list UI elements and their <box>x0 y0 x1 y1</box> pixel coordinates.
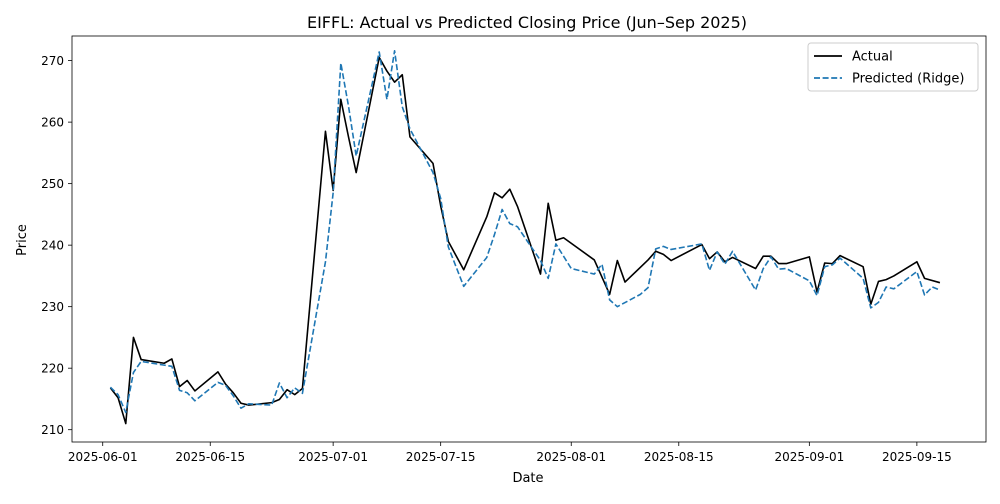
series-line-actual <box>109 56 941 425</box>
x-tick-label: 2025-08-15 <box>644 450 714 464</box>
legend-label: Predicted (Ridge) <box>852 72 964 87</box>
plot-frame <box>71 35 987 443</box>
legend-box <box>807 42 979 92</box>
x-tick-label: 2025-06-15 <box>175 450 245 464</box>
x-tick-label: 2025-06-01 <box>68 450 138 464</box>
y-axis-label: Price <box>15 224 30 256</box>
series-line-predicted <box>109 49 941 414</box>
y-tick-label: 220 <box>41 362 64 376</box>
x-tick-label: 2025-08-01 <box>536 450 606 464</box>
y-tick-label: 270 <box>41 54 64 68</box>
x-axis: 2025-06-01 2025-06-15 2025-07-01 2025-07-15… <box>68 442 952 464</box>
chart-title: EIFFL: Actual vs Predicted Closing Price… <box>307 13 747 32</box>
y-axis: 210 220 230 240 250 260 270 <box>41 54 72 437</box>
x-tick-label: 2025-09-15 <box>882 450 952 464</box>
y-tick-label: 230 <box>41 300 64 314</box>
y-tick-label: 240 <box>41 239 64 253</box>
plot-area <box>109 49 941 425</box>
x-tick-label: 2025-07-01 <box>298 450 368 464</box>
y-tick-label: 260 <box>41 116 64 130</box>
y-tick-label: 210 <box>41 423 64 437</box>
legend: Actual Predicted (Ridge) <box>807 42 979 92</box>
legend-label: Actual <box>852 50 893 65</box>
x-axis-label: Date <box>512 471 543 486</box>
x-tick-label: 2025-09-01 <box>774 450 844 464</box>
y-tick-label: 250 <box>41 177 64 191</box>
x-tick-label: 2025-07-15 <box>406 450 476 464</box>
